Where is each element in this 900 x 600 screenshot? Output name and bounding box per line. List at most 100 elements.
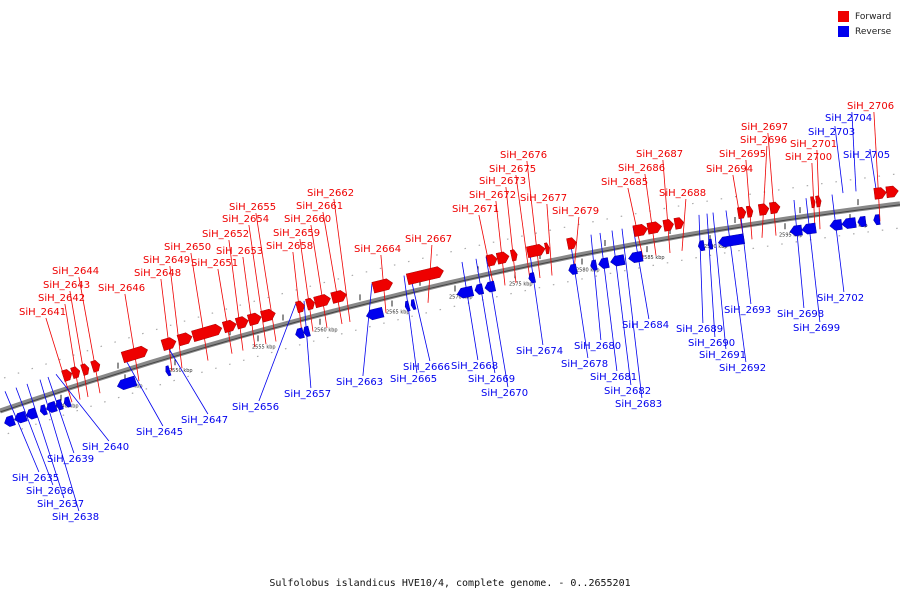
reverse-gene-arrow bbox=[474, 283, 485, 295]
reverse-strand-guide bbox=[7, 227, 900, 435]
strand-guides bbox=[0, 173, 900, 435]
reverse-gene-arrow bbox=[829, 219, 843, 231]
gene-label: SiH_2644 bbox=[52, 266, 99, 277]
forward-gene-arrow bbox=[485, 254, 498, 267]
forward-gene-arrow bbox=[815, 195, 822, 208]
gene-label: SiH_2691 bbox=[699, 350, 746, 361]
forward-gene-arrow bbox=[885, 185, 899, 199]
reverse-swatch-icon bbox=[838, 26, 849, 37]
genome-caption: Sulfolobus islandicus HVE10/4, complete … bbox=[269, 578, 631, 589]
reverse-gene-arrow bbox=[857, 215, 867, 228]
gene-label: SiH_2686 bbox=[618, 163, 665, 174]
forward-gene-arrow bbox=[495, 251, 510, 265]
gene-label: SiH_2637 bbox=[37, 499, 84, 510]
gene-label: SiH_2695 bbox=[719, 149, 766, 160]
forward-gene-arrow bbox=[120, 345, 148, 364]
gene-leader-line bbox=[69, 290, 89, 398]
forward-gene-arrow bbox=[646, 221, 662, 235]
gene-label: SiH_2656 bbox=[232, 402, 279, 413]
reverse-gene-arrow bbox=[484, 280, 497, 293]
gene-label: SiH_2684 bbox=[622, 320, 669, 331]
gene-label: SiH_2643 bbox=[43, 280, 90, 291]
gene-label: SiH_2662 bbox=[307, 188, 354, 199]
gene-leader-line bbox=[333, 198, 351, 322]
gene-label: SiH_2690 bbox=[688, 338, 735, 349]
forward-gene-arrow bbox=[544, 242, 550, 255]
gene-label: SiH_2669 bbox=[468, 374, 515, 385]
scale-tick-label: 2550 kbp bbox=[169, 368, 193, 374]
gene-label: SiH_2677 bbox=[520, 193, 567, 204]
gene-label: SiH_2676 bbox=[500, 150, 547, 161]
gene-leader-line bbox=[403, 275, 418, 374]
gene-leader-line bbox=[190, 252, 209, 361]
gene-leader-line bbox=[627, 187, 644, 258]
gene-label: SiH_2659 bbox=[273, 228, 320, 239]
forward-gene-arrow bbox=[632, 223, 648, 237]
gene-leader-line bbox=[834, 125, 844, 194]
scale-tick-label: 2560 kbp bbox=[314, 328, 338, 334]
gene-leader-line bbox=[590, 234, 602, 341]
gene-label: SiH_2654 bbox=[222, 214, 269, 225]
gene-label: SiH_2657 bbox=[284, 389, 331, 400]
gene-label: SiH_2648 bbox=[134, 268, 181, 279]
gene-leader-line bbox=[793, 199, 805, 309]
gene-label: SiH_2655 bbox=[229, 202, 276, 213]
gene-label: SiH_2698 bbox=[777, 309, 824, 320]
reverse-gene-arrow bbox=[801, 222, 817, 235]
gene-label: SiH_2661 bbox=[296, 201, 343, 212]
gene-label: SiH_2700 bbox=[785, 152, 832, 163]
backbone-edge bbox=[0, 204, 900, 413]
gene-leader-line bbox=[217, 268, 233, 354]
gene-leader-line bbox=[621, 228, 643, 399]
gene-labels: SiH_2641 SiH_2642 SiH_2643 SiH_2644 SiH_2646… bbox=[12, 101, 894, 523]
gene-leader-line bbox=[831, 194, 845, 293]
gene-leader-line bbox=[706, 213, 716, 338]
gene-leader-line bbox=[248, 224, 267, 345]
gene-leader-line bbox=[611, 230, 632, 386]
gene-label: SiH_2647 bbox=[181, 415, 228, 426]
reverse-gene-arrow bbox=[116, 375, 138, 390]
gene-leader-line bbox=[526, 160, 541, 279]
gene-label: SiH_2704 bbox=[825, 113, 872, 124]
gene-leader-line bbox=[228, 239, 244, 351]
reverse-gene-arrow bbox=[707, 238, 714, 250]
reverse-gene-arrow bbox=[366, 306, 385, 321]
gene-leader-line bbox=[160, 278, 173, 372]
gene-label: SiH_2683 bbox=[615, 399, 662, 410]
gene-label: SiH_2696 bbox=[740, 135, 787, 146]
gene-label: SiH_2639 bbox=[47, 454, 94, 465]
scale-tick-label: 2580 kbp bbox=[576, 267, 600, 273]
reverse-gene-arrow bbox=[46, 400, 58, 413]
gene-leader-line bbox=[725, 210, 747, 363]
reverse-gene-arrow bbox=[295, 327, 305, 339]
gene-label: SiH_2692 bbox=[719, 363, 766, 374]
gene-leader-line bbox=[644, 173, 657, 256]
forward-swatch-icon bbox=[838, 11, 849, 22]
gene-leader-line bbox=[461, 261, 479, 361]
gene-leader-line bbox=[121, 353, 164, 427]
reverse-gene-arrow bbox=[873, 214, 881, 226]
gene-arrows bbox=[4, 185, 899, 427]
gene-leader-line bbox=[322, 211, 343, 325]
gene-leader-line bbox=[505, 186, 517, 284]
gene-label: SiH_2680 bbox=[574, 341, 621, 352]
forward-gene-arrow bbox=[769, 201, 781, 215]
gene-label: SiH_2642 bbox=[38, 293, 85, 304]
gene-label: SiH_2682 bbox=[604, 386, 651, 397]
forward-gene-arrow bbox=[70, 366, 81, 379]
gene-leader-line bbox=[632, 226, 650, 320]
forward-gene-arrow bbox=[736, 206, 747, 220]
gene-leader-line bbox=[362, 283, 373, 377]
reverse-gene-arrow bbox=[165, 365, 172, 377]
gene-label: SiH_2679 bbox=[552, 206, 599, 217]
forward-gene-arrow bbox=[191, 323, 223, 342]
forward-gene-arrow bbox=[176, 332, 193, 347]
forward-gene-arrow bbox=[80, 363, 90, 376]
gene-leader-line bbox=[242, 256, 256, 348]
gene-leader-line bbox=[255, 212, 277, 342]
gene-label: SiH_2660 bbox=[284, 214, 331, 225]
gene-leader-line bbox=[569, 238, 589, 359]
gene-leader-line bbox=[573, 216, 580, 272]
reverse-gene-arrow bbox=[410, 299, 417, 310]
